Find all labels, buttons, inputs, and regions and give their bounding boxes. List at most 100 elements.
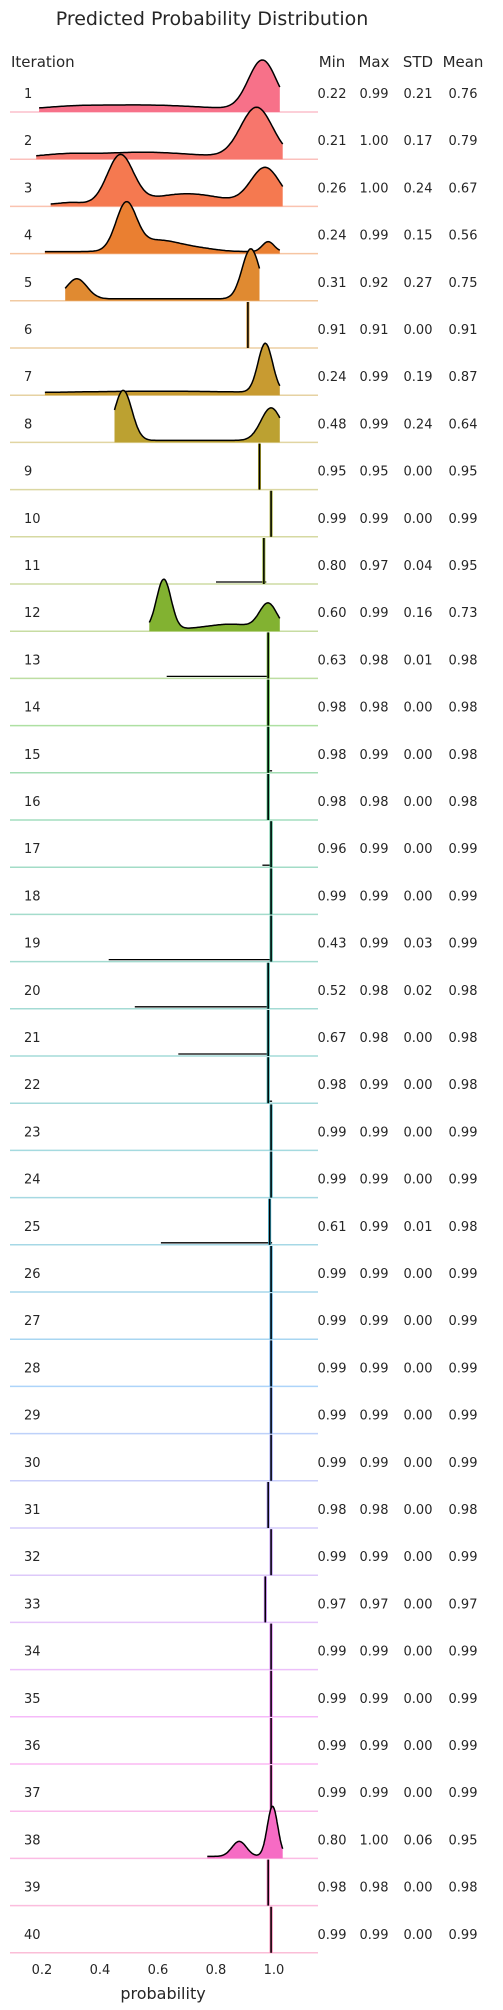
row-min: 0.99 xyxy=(318,889,347,904)
row-mean: 0.99 xyxy=(449,1125,478,1140)
row-mean: 0.99 xyxy=(449,1928,478,1943)
row-mean: 0.99 xyxy=(449,1267,478,1282)
row-mean: 0.91 xyxy=(449,323,478,338)
iteration-label: 27 xyxy=(24,1314,41,1329)
row-min: 0.52 xyxy=(318,984,347,999)
row-mean: 0.99 xyxy=(449,937,478,952)
row-mean: 0.75 xyxy=(449,276,478,291)
iteration-label: 35 xyxy=(24,1692,41,1707)
row-min: 0.99 xyxy=(318,1928,347,1943)
row-std: 0.00 xyxy=(404,1645,433,1660)
row-std: 0.00 xyxy=(404,1550,433,1565)
ridge-area xyxy=(44,343,280,396)
x-tick-label: 0.8 xyxy=(206,1963,227,1978)
ridge-outline xyxy=(39,59,281,109)
row-min: 0.99 xyxy=(318,1550,347,1565)
row-std: 0.00 xyxy=(404,1031,433,1046)
iteration-label: 25 xyxy=(24,1220,41,1235)
row-max: 0.97 xyxy=(360,1597,389,1612)
row-max: 0.99 xyxy=(360,1645,389,1660)
row-mean: 0.99 xyxy=(449,1645,478,1660)
row-std: 0.00 xyxy=(404,1173,433,1188)
row-std: 0.04 xyxy=(404,559,433,574)
row-mean: 0.73 xyxy=(449,606,478,621)
row-max: 0.99 xyxy=(360,1125,389,1140)
row-std: 0.15 xyxy=(404,229,433,244)
header-mean: Mean xyxy=(443,53,484,71)
x-tick-label: 0.2 xyxy=(32,1963,53,1978)
row-mean: 0.98 xyxy=(449,1031,478,1046)
row-min: 0.99 xyxy=(318,1267,347,1282)
iteration-label: 17 xyxy=(24,842,41,857)
row-max: 0.98 xyxy=(360,984,389,999)
row-max: 0.98 xyxy=(360,1031,389,1046)
row-max: 1.00 xyxy=(360,181,389,196)
iteration-label: 10 xyxy=(24,512,41,527)
row-min: 0.31 xyxy=(318,276,347,291)
ridge-outline xyxy=(148,578,281,629)
row-min: 0.21 xyxy=(318,134,347,149)
row-max: 0.95 xyxy=(360,465,389,480)
row-max: 0.99 xyxy=(360,1409,389,1424)
iteration-label: 29 xyxy=(24,1409,41,1424)
iteration-label: 33 xyxy=(24,1597,41,1612)
row-min: 0.22 xyxy=(318,87,347,102)
row-mean: 0.99 xyxy=(449,512,478,527)
row-mean: 0.99 xyxy=(449,1786,478,1801)
row-mean: 0.99 xyxy=(449,1361,478,1376)
row-std: 0.00 xyxy=(404,748,433,763)
row-max: 0.92 xyxy=(360,276,389,291)
row-std: 0.00 xyxy=(404,1409,433,1424)
row-std: 0.00 xyxy=(404,1597,433,1612)
row-max: 0.99 xyxy=(360,606,389,621)
ridge-outline xyxy=(64,248,261,300)
row-max: 0.99 xyxy=(360,1692,389,1707)
row-mean: 0.98 xyxy=(449,984,478,999)
row-std: 0.00 xyxy=(404,1456,433,1471)
row-min: 0.97 xyxy=(318,1597,347,1612)
x-axis-label: probability xyxy=(120,1984,205,2003)
ridge-area xyxy=(149,579,280,632)
iteration-label: 38 xyxy=(24,1833,41,1848)
row-min: 0.99 xyxy=(318,1173,347,1188)
row-mean: 0.67 xyxy=(449,181,478,196)
row-mean: 0.99 xyxy=(449,1314,478,1329)
row-std: 0.00 xyxy=(404,512,433,527)
row-std: 0.00 xyxy=(404,1692,433,1707)
row-min: 0.99 xyxy=(318,1456,347,1471)
row-std: 0.03 xyxy=(404,937,433,952)
row-std: 0.00 xyxy=(404,889,433,904)
row-std: 0.00 xyxy=(404,1361,433,1376)
row-mean: 0.99 xyxy=(449,1692,478,1707)
ridge-area xyxy=(36,107,283,160)
row-max: 0.99 xyxy=(360,1267,389,1282)
row-min: 0.99 xyxy=(318,1125,347,1140)
row-mean: 0.95 xyxy=(449,559,478,574)
iteration-label: 1 xyxy=(24,87,32,102)
row-max: 0.97 xyxy=(360,559,389,574)
iteration-label: 22 xyxy=(24,1078,41,1093)
ridge-outline xyxy=(36,106,284,157)
row-min: 0.99 xyxy=(318,1409,347,1424)
row-max: 0.91 xyxy=(360,323,389,338)
row-min: 0.99 xyxy=(318,1361,347,1376)
row-mean: 0.98 xyxy=(449,1220,478,1235)
row-mean: 0.99 xyxy=(449,1409,478,1424)
row-std: 0.19 xyxy=(404,370,433,385)
row-min: 0.99 xyxy=(318,512,347,527)
row-min: 0.80 xyxy=(318,1833,347,1848)
row-mean: 0.98 xyxy=(449,748,478,763)
row-mean: 0.98 xyxy=(449,1881,478,1896)
row-min: 0.63 xyxy=(318,653,347,668)
row-std: 0.00 xyxy=(404,465,433,480)
row-mean: 0.64 xyxy=(449,417,478,432)
iteration-label: 11 xyxy=(24,559,41,574)
row-min: 0.95 xyxy=(318,465,347,480)
iteration-label: 40 xyxy=(24,1928,41,1943)
row-mean: 0.95 xyxy=(449,1833,478,1848)
row-mean: 0.97 xyxy=(449,1597,478,1612)
row-std: 0.01 xyxy=(404,1220,433,1235)
iteration-label: 39 xyxy=(24,1881,41,1896)
row-std: 0.00 xyxy=(404,323,433,338)
